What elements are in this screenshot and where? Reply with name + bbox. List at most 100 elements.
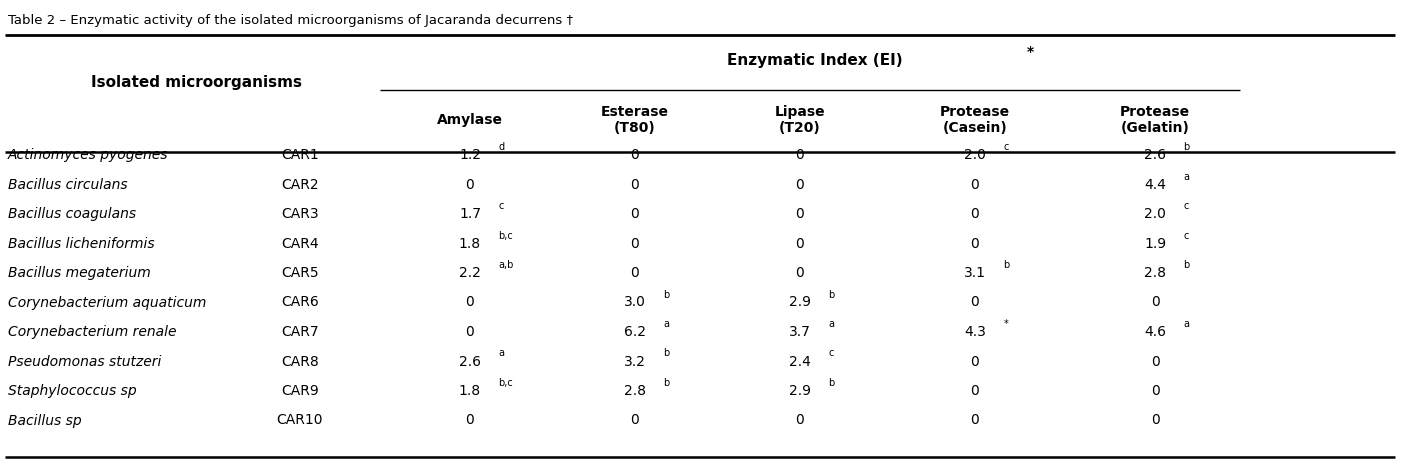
Text: Bacillus coagulans: Bacillus coagulans <box>8 207 136 221</box>
Text: b: b <box>1003 260 1010 270</box>
Text: Esterase
(T80): Esterase (T80) <box>600 105 669 135</box>
Text: 2.2: 2.2 <box>459 266 481 280</box>
Text: 0: 0 <box>1150 354 1159 368</box>
Text: b: b <box>664 348 669 359</box>
Text: 0: 0 <box>971 413 979 427</box>
Text: 0: 0 <box>1150 413 1159 427</box>
Text: b: b <box>829 290 835 299</box>
Text: c: c <box>1003 142 1009 152</box>
Text: Amylase: Amylase <box>436 113 504 127</box>
Text: CAR5: CAR5 <box>281 266 318 280</box>
Text: a: a <box>664 319 669 329</box>
Text: Staphylococcus sp: Staphylococcus sp <box>8 384 136 398</box>
Text: CAR4: CAR4 <box>281 237 318 251</box>
Text: 2.9: 2.9 <box>788 384 811 398</box>
Text: 3.2: 3.2 <box>624 354 645 368</box>
Text: a: a <box>829 319 835 329</box>
Text: 1.8: 1.8 <box>459 384 481 398</box>
Text: Bacillus circulans: Bacillus circulans <box>8 178 128 192</box>
Text: b: b <box>829 378 835 388</box>
Text: CAR9: CAR9 <box>281 384 318 398</box>
Text: 2.6: 2.6 <box>459 354 481 368</box>
Text: a: a <box>498 348 505 359</box>
Text: 0: 0 <box>630 178 640 192</box>
Text: Actinomyces pyogenes: Actinomyces pyogenes <box>8 148 168 162</box>
Text: Protease
(Gelatin): Protease (Gelatin) <box>1120 105 1190 135</box>
Text: 0: 0 <box>630 413 640 427</box>
Text: b,c: b,c <box>498 378 513 388</box>
Text: 1.7: 1.7 <box>459 207 481 221</box>
Text: 0: 0 <box>466 295 474 310</box>
Text: c: c <box>1184 231 1188 240</box>
Text: 0: 0 <box>796 207 804 221</box>
Text: a: a <box>1184 319 1190 329</box>
Text: 0: 0 <box>796 237 804 251</box>
Text: 2.9: 2.9 <box>788 295 811 310</box>
Text: a,b: a,b <box>498 260 513 270</box>
Text: 4.4: 4.4 <box>1143 178 1166 192</box>
Text: Corynebacterium renale: Corynebacterium renale <box>8 325 177 339</box>
Text: Enzymatic Index (EI): Enzymatic Index (EI) <box>727 53 902 67</box>
Text: 2.6: 2.6 <box>1143 148 1166 162</box>
Text: Pseudomonas stutzeri: Pseudomonas stutzeri <box>8 354 161 368</box>
Text: CAR2: CAR2 <box>281 178 318 192</box>
Text: 2.4: 2.4 <box>788 354 811 368</box>
Text: 1.8: 1.8 <box>459 237 481 251</box>
Text: 0: 0 <box>971 178 979 192</box>
Text: b,c: b,c <box>498 231 513 240</box>
Text: 0: 0 <box>466 413 474 427</box>
Text: CAR6: CAR6 <box>281 295 318 310</box>
Text: 0: 0 <box>1150 384 1159 398</box>
Text: 4.3: 4.3 <box>964 325 986 339</box>
Text: Table 2 – Enzymatic activity of the isolated microorganisms of Jacaranda decurre: Table 2 – Enzymatic activity of the isol… <box>8 13 572 27</box>
Text: 0: 0 <box>1150 295 1159 310</box>
Text: b: b <box>664 378 669 388</box>
Text: 0: 0 <box>796 178 804 192</box>
Text: 2.0: 2.0 <box>964 148 986 162</box>
Text: 0: 0 <box>630 148 640 162</box>
Text: Bacillus sp: Bacillus sp <box>8 413 81 427</box>
Text: CAR3: CAR3 <box>281 207 318 221</box>
Text: 0: 0 <box>971 295 979 310</box>
Text: c: c <box>1184 201 1188 211</box>
Text: 1.2: 1.2 <box>459 148 481 162</box>
Text: Bacillus megaterium: Bacillus megaterium <box>8 266 150 280</box>
Text: 2.8: 2.8 <box>624 384 645 398</box>
Text: CAR7: CAR7 <box>281 325 318 339</box>
Text: Protease
(Casein): Protease (Casein) <box>940 105 1010 135</box>
Text: Isolated microorganisms: Isolated microorganisms <box>91 75 302 90</box>
Text: 0: 0 <box>796 148 804 162</box>
Text: 0: 0 <box>630 207 640 221</box>
Text: 0: 0 <box>971 384 979 398</box>
Text: *: * <box>1027 45 1034 59</box>
Text: 0: 0 <box>630 237 640 251</box>
Text: Lipase
(T20): Lipase (T20) <box>774 105 825 135</box>
Text: d: d <box>498 142 505 152</box>
Text: 1.9: 1.9 <box>1143 237 1166 251</box>
Text: b: b <box>664 290 669 299</box>
Text: 0: 0 <box>466 325 474 339</box>
Text: 2.8: 2.8 <box>1143 266 1166 280</box>
Text: b: b <box>1184 142 1190 152</box>
Text: CAR8: CAR8 <box>281 354 318 368</box>
Text: 4.6: 4.6 <box>1143 325 1166 339</box>
Text: 0: 0 <box>971 207 979 221</box>
Text: Bacillus licheniformis: Bacillus licheniformis <box>8 237 154 251</box>
Text: 0: 0 <box>630 266 640 280</box>
Text: *: * <box>1003 319 1009 329</box>
Text: 0: 0 <box>971 354 979 368</box>
Text: 0: 0 <box>971 237 979 251</box>
Text: 3.7: 3.7 <box>788 325 811 339</box>
Text: CAR1: CAR1 <box>281 148 318 162</box>
Text: 0: 0 <box>796 413 804 427</box>
Text: 3.0: 3.0 <box>624 295 645 310</box>
Text: 6.2: 6.2 <box>624 325 645 339</box>
Text: 2.0: 2.0 <box>1143 207 1166 221</box>
Text: c: c <box>498 201 504 211</box>
Text: 3.1: 3.1 <box>964 266 986 280</box>
Text: Corynebacterium aquaticum: Corynebacterium aquaticum <box>8 295 206 310</box>
Text: CAR10: CAR10 <box>276 413 323 427</box>
Text: 0: 0 <box>796 266 804 280</box>
Text: a: a <box>1184 172 1190 181</box>
Text: c: c <box>829 348 833 359</box>
